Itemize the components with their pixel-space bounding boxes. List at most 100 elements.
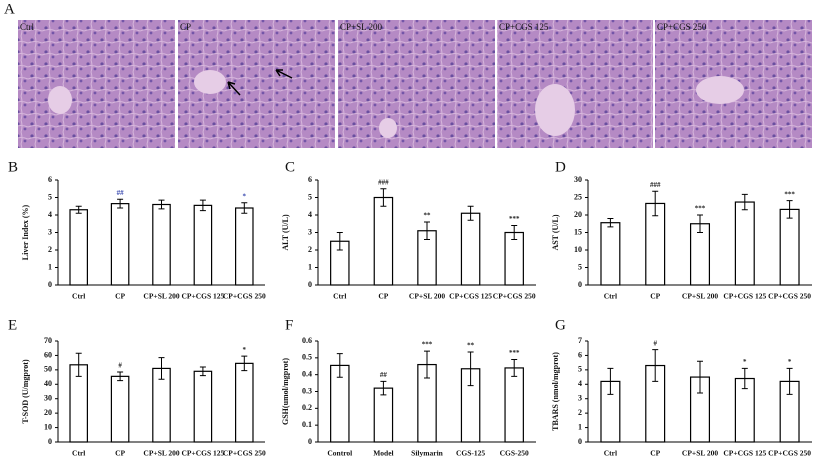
panel-letter: E xyxy=(8,317,17,333)
panel-letter: A xyxy=(4,1,15,17)
y-tick-label: 0 xyxy=(578,437,582,446)
x-tick-label: CP+SL 200 xyxy=(143,292,179,301)
micrograph xyxy=(338,20,495,148)
x-tick-label: CP xyxy=(650,292,660,301)
error-bar xyxy=(697,360,703,394)
y-axis-label: ALT (U/L) xyxy=(281,214,290,251)
y-tick-label: 25 xyxy=(574,192,582,201)
x-tick-label: CP+CGS 125 xyxy=(449,292,492,301)
y-tick-label: 0.1 xyxy=(302,420,312,429)
error-bar xyxy=(467,351,474,387)
x-tick-label: CP+CGS 125 xyxy=(181,449,224,458)
bar xyxy=(373,196,394,286)
x-tick-label: CGS-125 xyxy=(456,449,485,458)
vessel xyxy=(194,70,226,94)
y-axis-label: TBARS (nmol/mgprot) xyxy=(551,352,560,431)
x-tick-label: Ctrl xyxy=(72,292,85,301)
y-tick-label: 30 xyxy=(44,394,52,403)
panel-letter: B xyxy=(8,159,18,175)
x-tick-label: CP+CGS 125 xyxy=(181,292,224,301)
y-tick-label: 5 xyxy=(578,365,582,374)
error-bar xyxy=(467,205,474,221)
x-tick-label: Ctrl xyxy=(604,449,617,458)
y-tick-label: 0 xyxy=(48,437,52,446)
error-bar xyxy=(75,205,82,214)
x-tick-label: CP xyxy=(650,449,660,458)
significance-label: ## xyxy=(117,189,125,197)
bar xyxy=(734,201,755,286)
significance-label: *** xyxy=(422,341,433,349)
y-tick-label: 4 xyxy=(48,210,52,219)
error-bar xyxy=(424,350,430,379)
significance-label: * xyxy=(243,192,247,200)
significance-label: * xyxy=(743,358,747,366)
error-bar xyxy=(741,193,748,211)
y-tick-label: 0 xyxy=(308,280,312,289)
x-tick-label: CP xyxy=(115,292,125,301)
error-bar xyxy=(199,366,206,377)
error-bar xyxy=(607,218,614,228)
error-bar xyxy=(336,353,343,378)
micrograph-label: CP+SL 200 xyxy=(340,22,383,32)
error-bar xyxy=(117,371,124,382)
y-tick-label: 2 xyxy=(578,408,582,417)
bar xyxy=(193,370,213,443)
y-tick-label: 0 xyxy=(578,280,582,289)
y-axis-label: GSH(umol/mgprot) xyxy=(281,358,290,425)
y-tick-label: 0.2 xyxy=(302,403,312,412)
y-tick-label: 0 xyxy=(308,437,312,446)
x-tick-label: Silymarin xyxy=(411,449,443,458)
significance-label: # xyxy=(653,339,657,347)
micrograph xyxy=(497,20,653,148)
error-bar xyxy=(117,198,124,209)
error-bar xyxy=(424,221,430,240)
significance-label: # xyxy=(118,362,122,370)
y-tick-label: 0.5 xyxy=(302,353,312,362)
y-tick-label: 30 xyxy=(574,175,582,184)
x-tick-label: CP+CGS 250 xyxy=(223,292,266,301)
vessel xyxy=(535,84,575,136)
error-bar xyxy=(158,357,165,380)
panel-letter: G xyxy=(555,317,566,333)
bar xyxy=(235,362,254,443)
bar xyxy=(504,367,524,443)
x-tick-label: CP+CGS 125 xyxy=(723,292,766,301)
error-bar xyxy=(75,352,82,377)
micrograph-label: Ctrl xyxy=(20,22,35,32)
y-tick-label: 1 xyxy=(578,422,582,431)
x-tick-label: CP+SL 200 xyxy=(682,449,718,458)
panel-letter: D xyxy=(555,159,566,175)
x-tick-label: Ctrl xyxy=(604,292,617,301)
y-tick-label: 5 xyxy=(308,192,312,201)
y-tick-label: 5 xyxy=(48,192,52,201)
y-tick-label: 6 xyxy=(308,175,312,184)
y-tick-label: 0.3 xyxy=(302,386,312,395)
error-bar xyxy=(241,202,248,214)
error-bar xyxy=(652,190,659,217)
x-tick-label: Control xyxy=(327,449,352,458)
x-tick-label: CP+SL 200 xyxy=(409,292,445,301)
bar xyxy=(235,207,254,286)
y-tick-label: 40 xyxy=(44,379,52,388)
x-tick-label: CP+CGS 250 xyxy=(768,292,811,301)
y-tick-label: 0 xyxy=(48,280,52,289)
x-tick-label: CP+SL 200 xyxy=(682,292,718,301)
significance-label: *** xyxy=(509,349,520,357)
y-tick-label: 70 xyxy=(44,336,52,345)
y-tick-label: 6 xyxy=(48,175,52,184)
significance-label: *** xyxy=(695,205,706,213)
error-bar xyxy=(697,214,703,233)
x-tick-label: CP xyxy=(115,449,125,458)
x-tick-label: CP+CGS 250 xyxy=(493,292,536,301)
y-tick-label: 3 xyxy=(578,394,582,403)
significance-label: ### xyxy=(378,178,389,186)
y-axis-label: AST (U/L) xyxy=(551,214,560,250)
micrograph-label: CP xyxy=(180,22,191,32)
x-tick-label: Model xyxy=(373,449,393,458)
x-tick-label: CP+CGS 125 xyxy=(723,449,766,458)
y-tick-label: 10 xyxy=(574,245,582,254)
micrograph-row xyxy=(18,20,812,148)
arrows xyxy=(227,69,293,96)
y-tick-label: 2 xyxy=(308,245,312,254)
